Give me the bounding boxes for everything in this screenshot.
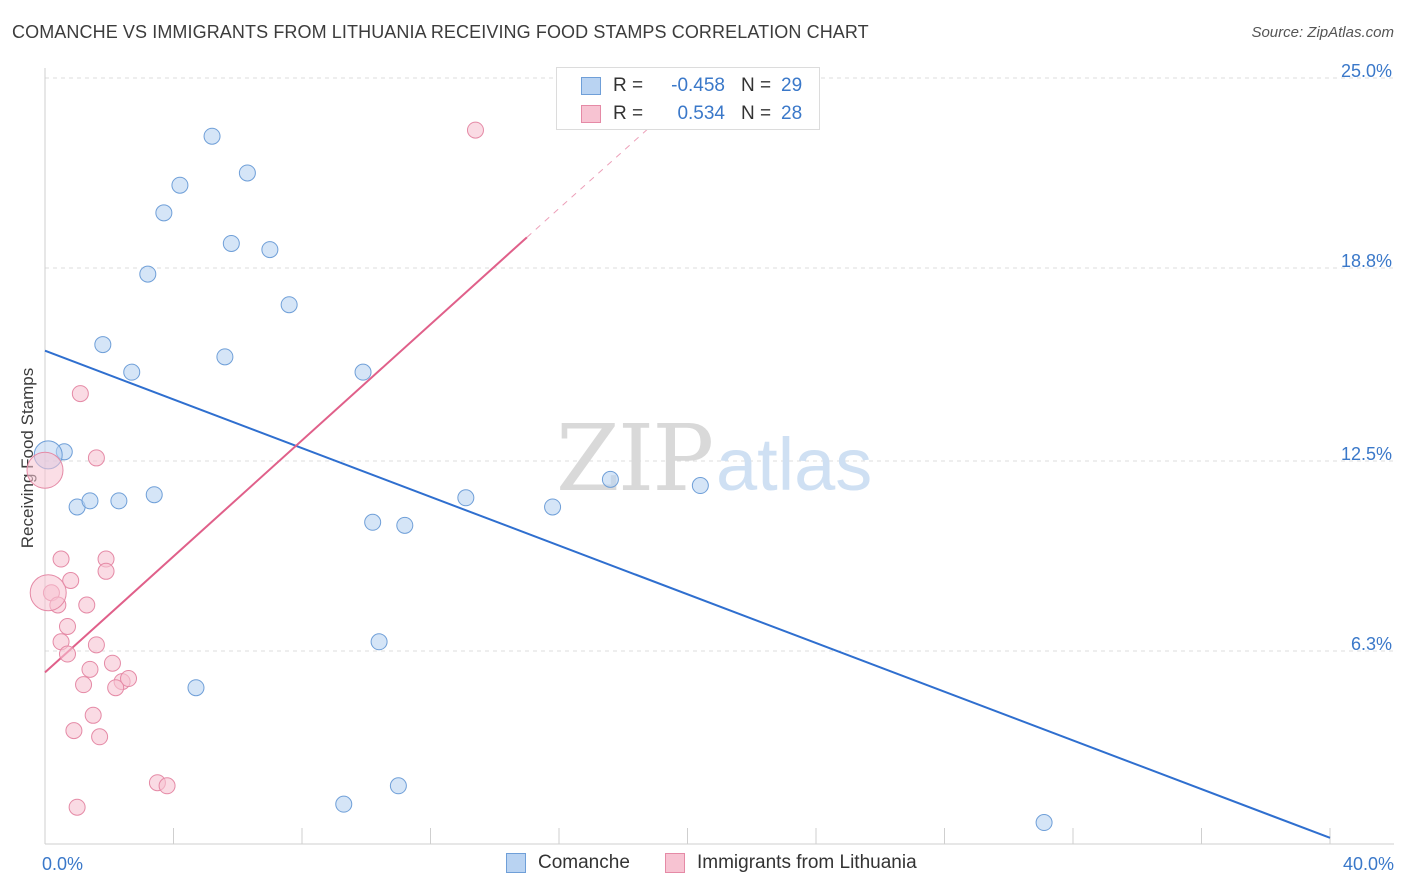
lithuania-point <box>91 728 109 746</box>
lithuania-point <box>158 777 176 795</box>
comanche-point <box>110 492 128 510</box>
comanche-point <box>335 795 353 813</box>
lithuania-point <box>62 571 80 589</box>
legend-row-lithuania: R = 0.534 N = 28 <box>581 102 802 126</box>
lithuania-point <box>78 596 96 614</box>
comanche-point <box>261 241 279 259</box>
trend-line-lithuania <box>44 236 528 674</box>
series-legend-lithuania[interactable]: Immigrants from Lithuania <box>665 852 917 874</box>
comanche-point <box>691 477 709 495</box>
lithuania-point <box>58 617 76 635</box>
lithuania-point <box>97 562 115 580</box>
series-legend: Comanche Immigrants from Lithuania <box>0 852 1406 876</box>
comanche-point <box>139 265 157 283</box>
points-layer <box>26 121 1053 832</box>
series-swatch-lithuania <box>665 853 685 873</box>
comanche-point <box>544 498 562 516</box>
watermark: ZIP atlas <box>556 405 872 512</box>
grid-layer <box>45 77 1394 652</box>
comanche-point <box>370 633 388 651</box>
lithuania-point <box>466 121 484 139</box>
x-tick-label: 40.0% <box>1343 854 1394 874</box>
lithuania-point <box>65 722 83 740</box>
lithuania-point <box>71 385 89 403</box>
comanche-point <box>238 164 256 182</box>
y-tick-label: 6.3% <box>1351 634 1392 654</box>
comanche-point <box>145 486 163 504</box>
series-label-lithuania: Immigrants from Lithuania <box>697 852 917 873</box>
series-label-comanche: Comanche <box>538 852 630 873</box>
series-swatch-comanche <box>506 853 526 873</box>
y-tick-label: 12.5% <box>1341 444 1392 464</box>
comanche-point <box>354 363 372 381</box>
chart-title: COMANCHE VS IMMIGRANTS FROM LITHUANIA RE… <box>12 22 869 42</box>
comanche-point <box>123 363 141 381</box>
lithuania-point <box>120 670 138 688</box>
comanche-point <box>187 679 205 697</box>
y-tick-label: 25.0% <box>1341 61 1392 81</box>
lithuania-point <box>68 798 86 816</box>
series-legend-comanche[interactable]: Comanche <box>506 852 630 874</box>
legend-r-value: 0.534 <box>677 103 725 124</box>
lithuania-point <box>26 451 64 489</box>
lithuania-point <box>87 636 105 654</box>
correlation-legend: R = -0.458 N = 29 R = 0.534 N = 28 <box>556 67 820 130</box>
comanche-point <box>364 513 382 531</box>
comanche-point <box>155 204 173 222</box>
source-credit: Source: ZipAtlas.com <box>1251 24 1394 41</box>
lithuania-point <box>84 706 102 724</box>
legend-r-value: -0.458 <box>671 75 725 96</box>
legend-n-value: 29 <box>781 75 803 96</box>
legend-swatch-lithuania <box>581 105 601 123</box>
y-tick-label: 18.8% <box>1341 251 1392 271</box>
comanche-point <box>457 489 475 507</box>
comanche-point <box>81 492 99 510</box>
lithuania-point <box>103 654 121 672</box>
lithuania-point <box>87 449 105 467</box>
lithuania-point <box>52 550 70 568</box>
comanche-point <box>1035 814 1053 832</box>
x-tick-label: 0.0% <box>42 854 83 874</box>
legend-r-label: R = <box>613 75 644 96</box>
legend-r-label: R = <box>613 103 644 124</box>
comanche-point <box>94 336 112 354</box>
comanche-point <box>389 777 407 795</box>
legend-n-value: 28 <box>781 103 803 124</box>
watermark-zip: ZIP <box>556 405 712 512</box>
trend-line-comanche <box>44 349 1331 839</box>
comanche-point <box>601 470 619 488</box>
comanche-point <box>222 234 240 252</box>
tick-label-layer: 6.3% 12.5% 18.8% 25.0% 0.0% 40.0% <box>42 61 1394 874</box>
watermark-atlas: atlas <box>716 423 872 506</box>
lithuania-point <box>29 574 67 612</box>
lithuania-point <box>75 676 93 694</box>
comanche-point <box>396 516 414 534</box>
legend-n-label: N = <box>741 75 772 96</box>
comanche-point <box>280 296 298 314</box>
legend-n-label: N = <box>741 103 772 124</box>
legend-swatch-comanche <box>581 77 601 95</box>
lithuania-point <box>58 645 76 663</box>
comanche-point <box>171 176 189 194</box>
comanche-point <box>216 348 234 366</box>
comanche-point <box>203 127 221 145</box>
trend-layer <box>44 92 1331 839</box>
legend-row-comanche: R = -0.458 N = 29 <box>581 74 802 98</box>
lithuania-point <box>81 660 99 678</box>
lithuania-point <box>107 679 125 697</box>
